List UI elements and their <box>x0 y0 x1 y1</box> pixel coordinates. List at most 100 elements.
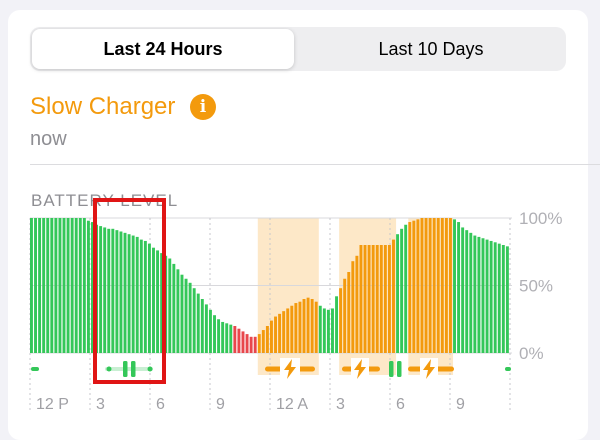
battery-bar <box>30 218 33 353</box>
y-tick-label: 50% <box>519 277 553 296</box>
battery-bar <box>217 319 221 353</box>
battery-bar <box>396 234 400 353</box>
charger-timestamp: now <box>30 128 67 150</box>
battery-bar <box>432 218 436 353</box>
battery-bar <box>379 245 383 353</box>
battery-bar <box>168 258 172 353</box>
connected-marker <box>31 367 39 371</box>
battery-bar <box>375 245 379 353</box>
battery-bar <box>123 232 127 353</box>
battery-bar <box>74 218 78 353</box>
connected-marker <box>505 367 511 371</box>
time-range-segmented-control: Last 24 Hours Last 10 Days <box>30 27 566 71</box>
charger-title: Slow Charger <box>30 93 176 120</box>
x-tick-label: 6 <box>396 396 405 413</box>
battery-bar <box>383 245 387 353</box>
info-circle-icon[interactable]: i <box>190 94 216 120</box>
battery-bar <box>58 218 62 353</box>
battery-bar <box>461 227 465 353</box>
battery-bar <box>363 245 367 353</box>
battery-bar <box>62 218 66 353</box>
pause-icon <box>123 361 128 377</box>
battery-bar <box>78 218 82 353</box>
battery-bar <box>282 311 286 353</box>
battery-bar <box>213 315 216 353</box>
battery-bar <box>359 245 363 353</box>
battery-bar <box>428 218 432 353</box>
battery-bar <box>355 255 359 353</box>
battery-bar <box>367 245 371 353</box>
battery-bar <box>448 218 452 353</box>
highlight-box <box>93 198 166 384</box>
battery-bar <box>318 305 322 353</box>
battery-bar <box>290 305 294 353</box>
battery-bar <box>172 263 176 353</box>
battery-bar <box>302 299 306 353</box>
battery-bar <box>371 245 375 353</box>
x-tick-label: 12 P <box>36 396 69 413</box>
battery-bar <box>143 240 147 353</box>
battery-bar <box>404 224 408 353</box>
battery-bar <box>66 218 70 353</box>
battery-bar <box>42 218 46 353</box>
battery-bar <box>192 288 196 353</box>
battery-bar <box>343 278 347 353</box>
battery-bar <box>501 245 505 353</box>
battery-bar <box>274 316 277 353</box>
charging-bolt-icon <box>423 359 435 379</box>
battery-bar <box>208 309 212 353</box>
battery-bar <box>440 218 444 353</box>
battery-bar <box>50 218 54 353</box>
battery-bar <box>314 301 318 353</box>
battery-bar <box>188 282 192 353</box>
battery-bar <box>477 236 481 353</box>
battery-bar <box>489 240 493 353</box>
battery-bar <box>310 299 314 353</box>
battery-bar <box>131 235 135 353</box>
battery-bar <box>436 218 440 353</box>
charging-bolt-icon <box>354 359 366 379</box>
battery-bar <box>412 220 416 353</box>
battery-bar <box>196 293 200 353</box>
pause-track <box>105 367 153 371</box>
pause-icon <box>389 361 394 377</box>
battery-bar <box>257 334 261 353</box>
battery-bar <box>156 250 160 353</box>
battery-bar <box>416 219 420 353</box>
battery-bar <box>82 218 86 353</box>
battery-bar <box>306 297 310 353</box>
battery-bar <box>339 288 343 353</box>
battery-bar <box>229 324 233 353</box>
battery-bar <box>497 243 501 353</box>
battery-bar <box>119 231 123 353</box>
battery-bar <box>249 336 253 353</box>
battery-bar <box>326 309 330 353</box>
battery-bar <box>253 336 257 353</box>
battery-bar <box>184 278 188 353</box>
battery-bar <box>176 269 180 353</box>
charging-bolt-icon <box>284 359 296 379</box>
section-divider <box>30 164 600 165</box>
battery-level-chart: 100% 50% 0% 12 P 3 6 9 12 A 3 6 9 <box>29 198 562 413</box>
x-tick-label: 3 <box>336 396 345 413</box>
battery-bar <box>278 313 282 353</box>
battery-bar <box>107 228 111 353</box>
battery-bar <box>34 218 37 353</box>
battery-bar <box>115 230 119 353</box>
battery-bar <box>457 222 461 353</box>
battery-bar <box>139 239 143 353</box>
battery-bar <box>111 228 115 353</box>
tab-last-24-hours[interactable]: Last 24 Hours <box>32 29 294 69</box>
battery-bar <box>485 239 489 353</box>
battery-bar <box>347 272 351 353</box>
battery-bar <box>335 296 339 353</box>
tab-last-10-days[interactable]: Last 10 Days <box>378 38 484 59</box>
battery-bar <box>408 222 412 353</box>
battery-bar <box>473 235 477 353</box>
battery-bar <box>351 261 355 353</box>
battery-bar <box>286 308 290 353</box>
battery-bar <box>86 220 90 353</box>
battery-bar <box>400 228 404 353</box>
pause-dot <box>147 366 153 372</box>
battery-bar <box>237 328 241 353</box>
